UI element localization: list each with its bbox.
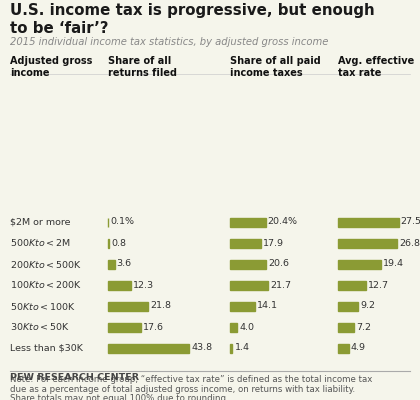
- Bar: [108, 344, 189, 352]
- Bar: [338, 302, 358, 310]
- Text: Less than $30K: Less than $30K: [10, 344, 83, 352]
- Text: 7.2: 7.2: [356, 322, 371, 332]
- Bar: [230, 322, 237, 332]
- Text: 20.4%: 20.4%: [268, 218, 298, 226]
- Text: $100K to <$200K: $100K to <$200K: [10, 280, 82, 290]
- Bar: [338, 280, 366, 290]
- Text: 12.3: 12.3: [133, 280, 154, 290]
- Text: Share of all
returns filed: Share of all returns filed: [108, 56, 177, 78]
- Bar: [230, 218, 266, 226]
- Text: 20.6: 20.6: [268, 260, 289, 268]
- Text: 1.4: 1.4: [234, 344, 249, 352]
- Bar: [338, 238, 397, 248]
- Bar: [108, 260, 115, 268]
- Bar: [338, 260, 381, 268]
- Text: $200K to <$500K: $200K to <$500K: [10, 258, 82, 270]
- Bar: [230, 302, 255, 310]
- Text: 14.1: 14.1: [257, 302, 278, 310]
- Bar: [108, 280, 131, 290]
- Text: 19.4: 19.4: [383, 260, 404, 268]
- Text: 12.7: 12.7: [368, 280, 389, 290]
- Text: 27.5%: 27.5%: [401, 218, 420, 226]
- Bar: [230, 280, 268, 290]
- Text: 21.8: 21.8: [150, 302, 171, 310]
- Text: $30K to <$50K: $30K to <$50K: [10, 322, 70, 332]
- Text: PEW RESEARCH CENTER: PEW RESEARCH CENTER: [10, 373, 139, 382]
- Text: 2015 individual income tax statistics, by adjusted gross income: 2015 individual income tax statistics, b…: [10, 37, 328, 47]
- Text: $2M or more: $2M or more: [10, 218, 71, 226]
- Text: Share totals may not equal 100% due to rounding.: Share totals may not equal 100% due to r…: [10, 394, 228, 400]
- Text: 9.2: 9.2: [360, 302, 375, 310]
- Text: $50K to <$100K: $50K to <$100K: [10, 300, 76, 312]
- Text: 21.7: 21.7: [270, 280, 291, 290]
- Text: due as a percentage of total adjusted gross income, on returns with tax liabilit: due as a percentage of total adjusted gr…: [10, 384, 355, 394]
- Bar: [108, 302, 148, 310]
- Text: 0.8: 0.8: [111, 238, 126, 248]
- Bar: [338, 218, 399, 226]
- Text: 43.8: 43.8: [191, 344, 212, 352]
- Text: Avg. effective
tax rate: Avg. effective tax rate: [338, 56, 414, 78]
- Bar: [338, 344, 349, 352]
- Bar: [338, 322, 354, 332]
- Bar: [108, 322, 141, 332]
- Text: 17.9: 17.9: [263, 238, 284, 248]
- Text: 3.6: 3.6: [117, 260, 132, 268]
- Text: 26.8: 26.8: [399, 238, 420, 248]
- Bar: [108, 238, 110, 248]
- Text: $500K to <$2M: $500K to <$2M: [10, 238, 71, 248]
- Text: 0.1%: 0.1%: [110, 218, 134, 226]
- Text: 17.6: 17.6: [142, 322, 163, 332]
- Bar: [230, 344, 232, 352]
- Text: Note: For each income group, “effective tax rate” is defined as the total income: Note: For each income group, “effective …: [10, 375, 373, 384]
- Text: Share of all paid
income taxes: Share of all paid income taxes: [230, 56, 321, 78]
- Text: Adjusted gross
income: Adjusted gross income: [10, 56, 92, 78]
- Text: U.S. income tax is progressive, but enough
to be ‘fair’?: U.S. income tax is progressive, but enou…: [10, 3, 375, 36]
- Text: 4.9: 4.9: [351, 344, 366, 352]
- Text: 4.0: 4.0: [239, 322, 254, 332]
- Bar: [230, 260, 266, 268]
- Bar: [230, 238, 261, 248]
